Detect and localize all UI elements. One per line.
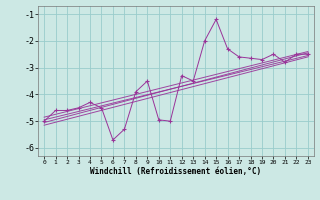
X-axis label: Windchill (Refroidissement éolien,°C): Windchill (Refroidissement éolien,°C)	[91, 167, 261, 176]
